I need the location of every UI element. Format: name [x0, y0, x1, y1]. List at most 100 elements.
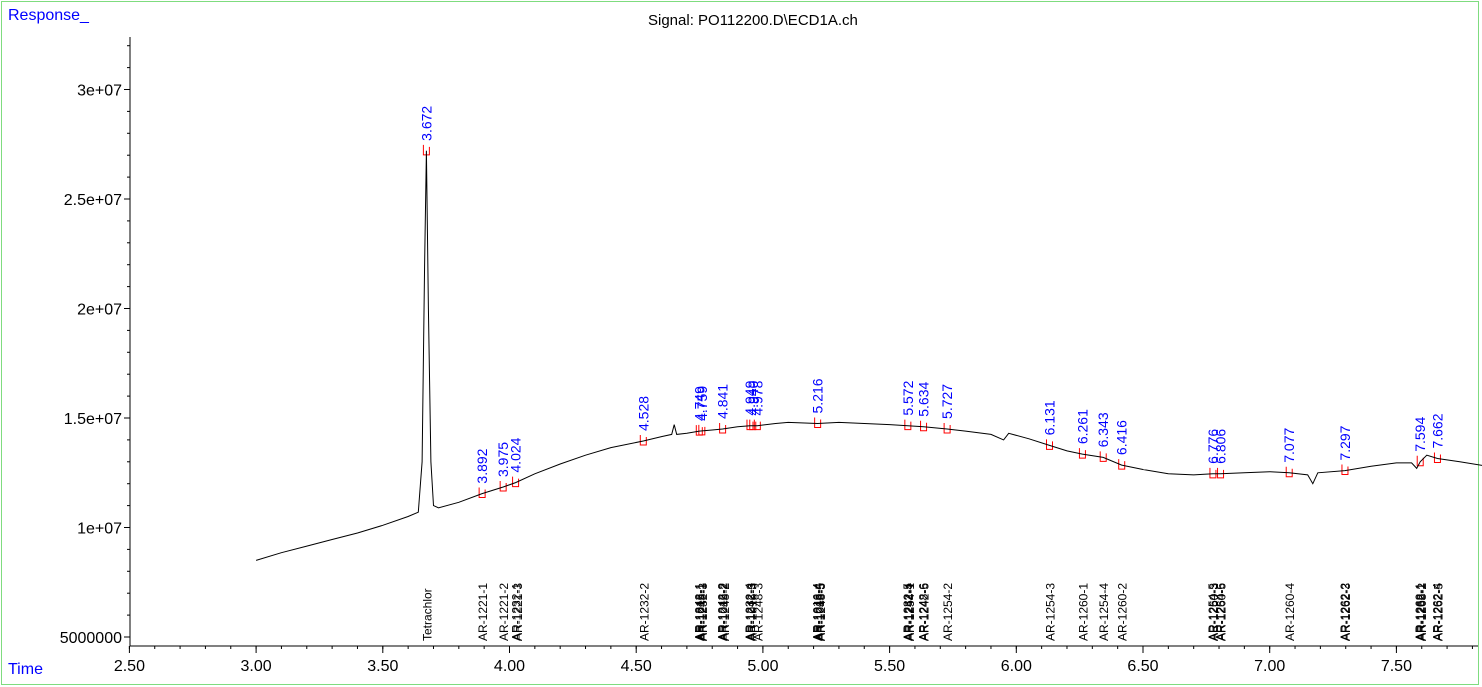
y-tick-label: 1.5e+07: [64, 411, 122, 428]
retention-time-label: 5.727: [939, 384, 955, 419]
integration-mark: [1416, 455, 1424, 467]
compound-label: AR-1260-3: [1207, 583, 1221, 641]
retention-time-label: 3.975: [495, 442, 511, 477]
x-tick-label: 2.50: [114, 658, 145, 675]
compound-label: AR-1268-1: [1413, 583, 1427, 641]
retention-time-label: 6.806: [1213, 429, 1229, 464]
retention-time-label: 5.572: [900, 380, 916, 415]
retention-time-label: 6.261: [1074, 409, 1090, 444]
retention-time-label: 7.077: [1281, 428, 1297, 463]
integration-mark: [1078, 448, 1086, 459]
y-tick-label: 5000000: [60, 630, 122, 647]
x-tick-label: 5.00: [747, 658, 778, 675]
integration-mark: [1217, 467, 1225, 479]
x-tick-label: 5.50: [874, 658, 905, 675]
integration-mark: [719, 422, 727, 434]
compound-label: AR-1016-3: [745, 583, 759, 641]
compound-label: AR-1254-3: [1043, 583, 1057, 641]
retention-time-label: 4.978: [749, 380, 765, 415]
retention-time-label: 4.759: [694, 386, 710, 421]
x-tick-label: 6.50: [1127, 658, 1158, 675]
compound-label: AR-1242-4: [902, 583, 916, 641]
compound-label: AR-1248-1: [695, 583, 709, 641]
compound-label: AR-1254-6: [1214, 583, 1228, 641]
retention-time-label: 6.776: [1205, 429, 1221, 464]
retention-time-label: 5.634: [916, 382, 932, 417]
compound-label: AR-1232-3: [696, 583, 710, 641]
compound-label: AR-1248-2: [718, 583, 732, 641]
retention-time-label: 6.131: [1041, 400, 1057, 435]
x-tick-label: 7.00: [1254, 658, 1285, 675]
compound-label: AR-1248-4: [812, 583, 826, 641]
retention-time-label: 7.857: [1479, 421, 1482, 456]
compound-label: AR-1262-5: [1431, 583, 1445, 641]
integration-mark: [478, 487, 486, 499]
compound-label: AR-1221-3: [511, 583, 525, 641]
compound-label: AR-1260-4: [1283, 583, 1297, 641]
retention-time-label: 4.528: [635, 396, 651, 431]
compound-label: AR-1260-2: [1116, 583, 1130, 641]
retention-time-label: 6.343: [1095, 412, 1111, 447]
integration-mark: [943, 422, 951, 434]
compound-label: AR-1242-2: [716, 583, 730, 641]
x-tick-label: 4.50: [621, 658, 652, 675]
compound-label: AR-1254-5: [1206, 583, 1220, 641]
retention-time-label: 4.949: [742, 380, 758, 415]
compound-label: AR-1262-1: [1414, 583, 1428, 641]
compound-label: AR-1232-2: [637, 583, 651, 641]
compound-labels: Tetrachlor AR-1221-1 AR-1221-2AR-1232-1AR-…: [420, 583, 1482, 641]
integration-mark: [499, 480, 507, 492]
x-tick-label: 4.00: [494, 658, 525, 675]
y-tick-label: 3e+07: [77, 83, 122, 100]
integration-mark: [753, 419, 761, 431]
x-axis-title: Time: [8, 661, 43, 678]
compound-label: AR-1232-1: [510, 583, 524, 641]
compound-label: AR-1254-4: [1097, 583, 1111, 641]
retention-time-label: 7.594: [1412, 417, 1428, 452]
compound-label: AR-1016-4: [811, 583, 825, 641]
chart-title: Signal: PO112200.D\ECD1A.ch: [648, 12, 858, 29]
retention-time-label: 7.297: [1337, 425, 1353, 460]
compound-label: AR-1254-1: [903, 583, 917, 641]
compound-label: AR-1254-2: [941, 583, 955, 641]
compound-label: AR-1242-1: [692, 583, 706, 641]
retention-time-label: 3.892: [474, 448, 490, 483]
integration-mark: [1209, 467, 1217, 479]
compound-label: AR-1016-2: [717, 583, 731, 641]
compound-label: AR-1268-3: [1481, 583, 1482, 641]
y-tick-label: 2e+07: [77, 302, 122, 319]
integration-mark: [1285, 466, 1293, 478]
compound-label: Tetrachlor: [420, 588, 434, 641]
signal-trace: [255, 150, 1482, 561]
integration-mark: [814, 417, 822, 428]
compound-label: AR-1232-4: [743, 583, 757, 641]
x-tick-label: 7.50: [1381, 658, 1412, 675]
integration-mark: [1099, 451, 1107, 462]
retention-time-label: 4.841: [715, 384, 731, 419]
compound-label: AR-1232-5: [901, 583, 915, 641]
compound-label: AR-1260-5: [1215, 583, 1229, 641]
compound-label: AR-1262-2: [1338, 583, 1352, 641]
compound-label: AR-1248-5: [814, 583, 828, 641]
y-tick-label: 2.5e+07: [64, 192, 122, 209]
compound-label: AR-1221-1: [476, 583, 490, 641]
compound-label: AR-1268-2: [1415, 583, 1429, 641]
integration-mark: [512, 476, 520, 488]
retention-time-label: 6.416: [1114, 420, 1130, 455]
chromatogram-line: [255, 150, 1482, 561]
integration-mark: [904, 419, 912, 431]
compound-label: AR-1221-2: [497, 583, 511, 641]
compound-label: AR-1248-6: [917, 583, 931, 641]
compound-label: AR-1242-5: [918, 583, 932, 641]
integration-mark: [920, 420, 928, 432]
integration-mark: [639, 434, 647, 446]
compound-label: AR-1016-1: [693, 583, 707, 641]
axes: 5000000 1e+07 1.5e+07 2e+07 2.5e+07 3e+07 2.50…: [60, 37, 1478, 675]
retention-time-label: 4.940: [745, 380, 761, 415]
compound-label: AR-1260-1: [1076, 583, 1090, 641]
compound-label: AR-1242-3: [744, 583, 758, 641]
compound-label: AR-1016-5: [813, 583, 827, 641]
x-tick-label: 3.50: [367, 658, 398, 675]
